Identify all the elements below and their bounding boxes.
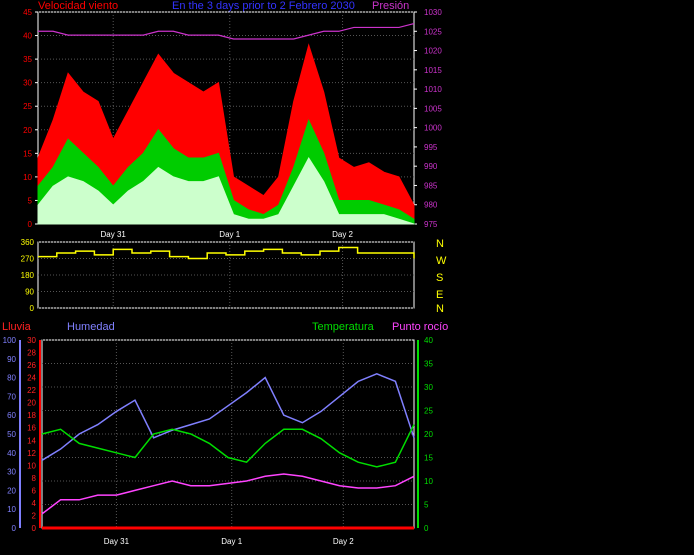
rain-tick-label: 0 (32, 524, 37, 533)
pressure-tick-label: 1025 (424, 27, 442, 36)
temperature-tick-label: 30 (424, 383, 433, 392)
direction-label-e: E (436, 289, 444, 301)
pressure-tick-label: 995 (424, 143, 438, 152)
min-wind-area (37, 157, 415, 225)
rain-tick-label: 10 (27, 461, 36, 470)
humidity-title: Humedad (67, 321, 115, 333)
humidity-tick-label: 30 (7, 468, 16, 477)
wind-tick-label: 35 (23, 55, 32, 64)
temperature-tick-label: 20 (424, 430, 433, 439)
pressure-tick-label: 980 (424, 201, 438, 210)
wind-direction-chart: 0 90 180 270 360 (21, 238, 415, 313)
temperature-tick-label: 35 (424, 360, 433, 369)
direction-label-w: W (436, 255, 447, 267)
humidity-tick-label: 70 (7, 392, 16, 401)
wind-tick-label: 25 (23, 102, 32, 111)
x-tick-label: Day 31 (101, 230, 127, 239)
humidity-tick-label: 40 (7, 449, 16, 458)
temperature-tick-label: 15 (424, 454, 433, 463)
wind-tick-label: 5 (28, 196, 33, 205)
pressure-tick-label: 1015 (424, 66, 442, 75)
direction-tick-label: 270 (21, 255, 35, 264)
x-tick-label: Day 31 (104, 537, 130, 546)
pressure-tick-label: 1030 (424, 8, 442, 17)
rain-tick-label: 22 (27, 386, 36, 395)
direction-label-n-bottom: N (436, 303, 444, 315)
rain-tick-label: 30 (27, 336, 36, 345)
dewpoint-title: Punto rocío (392, 321, 449, 333)
wind-tick-label: 10 (23, 173, 32, 182)
wind-tick-label: 30 (23, 79, 32, 88)
rain-tick-label: 14 (27, 436, 36, 445)
rain-tick-label: 24 (27, 374, 36, 383)
direction-line (38, 246, 415, 260)
direction-tick-label: 0 (30, 304, 35, 313)
climate-chart: 0 5 10 15 20 25 30 35 40 0 10 20 30 40 50 60 70 80 90 100 0 2… (3, 336, 434, 546)
wind-tick-label: 40 (23, 32, 32, 41)
pressure-tick-label: 1000 (424, 124, 442, 133)
pressure-tick-label: 975 (424, 220, 438, 229)
rain-tick-label: 8 (32, 474, 37, 483)
direction-tick-label: 90 (25, 288, 34, 297)
direction-label-n-top: N (436, 238, 444, 250)
humidity-tick-label: 10 (7, 505, 16, 514)
rain-tick-label: 6 (32, 486, 37, 495)
humidity-tick-label: 0 (12, 524, 17, 533)
direction-label-s: S (436, 272, 444, 284)
temperature-tick-label: 0 (424, 524, 429, 533)
rain-tick-label: 28 (27, 349, 36, 358)
direction-tick-label: 360 (21, 238, 35, 247)
rain-tick-label: 2 (32, 511, 37, 520)
x-tick-label: Day 2 (333, 537, 354, 546)
pressure-tick-label: 1010 (424, 85, 442, 94)
temperatura-line (41, 424, 415, 468)
humidity-tick-label: 60 (7, 411, 16, 420)
humidity-tick-label: 20 (7, 486, 16, 495)
pressure-tick-label: 990 (424, 162, 438, 171)
punto_rocio-line (41, 473, 415, 515)
pressure-tick-label: 985 (424, 181, 438, 190)
period-title: En the 3 days prior to 2 Febrero 2030 (172, 0, 355, 12)
humidity-tick-label: 80 (7, 374, 16, 383)
direction-tick-label: 180 (21, 271, 35, 280)
x-tick-label: Day 2 (332, 230, 353, 239)
x-tick-label: Day 1 (219, 230, 240, 239)
rain-tick-label: 26 (27, 361, 36, 370)
wind-tick-label: 45 (23, 8, 32, 17)
wind-speed-title: Velocidad viento (38, 0, 119, 12)
pressure-tick-label: 1005 (424, 104, 442, 113)
temperature-tick-label: 25 (424, 407, 433, 416)
wind-tick-label: 20 (23, 126, 32, 135)
rain-tick-label: 20 (27, 399, 36, 408)
humidity-tick-label: 90 (7, 355, 16, 364)
humedad-line (41, 373, 415, 461)
rain-tick-label: 16 (27, 424, 36, 433)
humidity-tick-label: 50 (7, 430, 16, 439)
temperature-tick-label: 5 (424, 501, 429, 510)
wind-pressure-chart: 0510152025303540459759809859909951000100… (23, 8, 442, 239)
pressure-tick-label: 1020 (424, 47, 442, 56)
rain-tick-label: 4 (32, 499, 37, 508)
temperature-title: Temperatura (312, 321, 374, 333)
temperature-tick-label: 40 (424, 336, 433, 345)
x-tick-label: Day 1 (221, 537, 242, 546)
temperature-tick-label: 10 (424, 477, 433, 486)
pressure-title: Presión (372, 0, 410, 12)
wind-tick-label: 15 (23, 149, 32, 158)
pressure-line (38, 22, 415, 40)
rain-tick-label: 18 (27, 411, 36, 420)
wind-tick-label: 0 (28, 220, 33, 229)
humidity-tick-label: 100 (3, 336, 17, 345)
rain-title: Lluvia (2, 321, 31, 333)
rain-tick-label: 12 (27, 449, 36, 458)
